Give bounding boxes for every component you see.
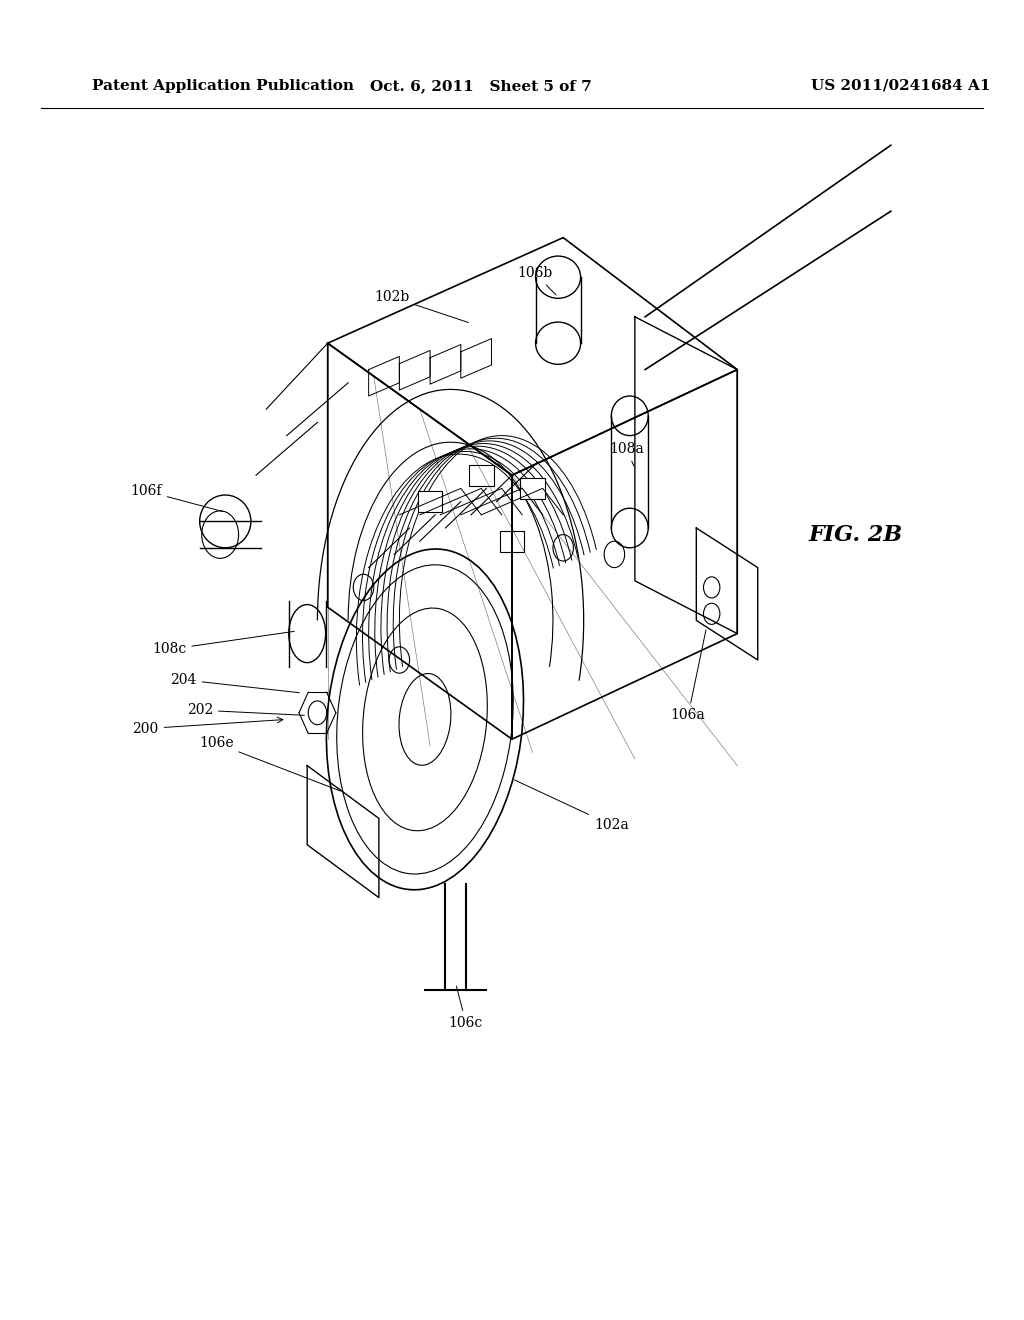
- Text: 106a: 106a: [671, 630, 706, 722]
- Text: 102b: 102b: [375, 290, 468, 322]
- Bar: [418, 491, 442, 512]
- Text: Patent Application Publication: Patent Application Publication: [92, 79, 354, 92]
- Text: 106f: 106f: [130, 484, 222, 511]
- Text: 108c: 108c: [153, 631, 294, 656]
- Text: 106b: 106b: [517, 267, 556, 294]
- Text: 108a: 108a: [609, 442, 644, 466]
- Text: 202: 202: [186, 704, 304, 717]
- Text: FIG. 2B: FIG. 2B: [809, 524, 903, 545]
- Bar: [469, 465, 494, 486]
- Text: 204: 204: [170, 673, 299, 693]
- Text: 102a: 102a: [514, 780, 629, 832]
- Text: US 2011/0241684 A1: US 2011/0241684 A1: [811, 79, 991, 92]
- Text: 106c: 106c: [449, 986, 483, 1030]
- Text: 106e: 106e: [199, 737, 340, 791]
- Bar: [500, 531, 524, 552]
- Bar: [520, 478, 545, 499]
- Text: Oct. 6, 2011   Sheet 5 of 7: Oct. 6, 2011 Sheet 5 of 7: [371, 79, 592, 92]
- Text: 200: 200: [132, 717, 283, 735]
